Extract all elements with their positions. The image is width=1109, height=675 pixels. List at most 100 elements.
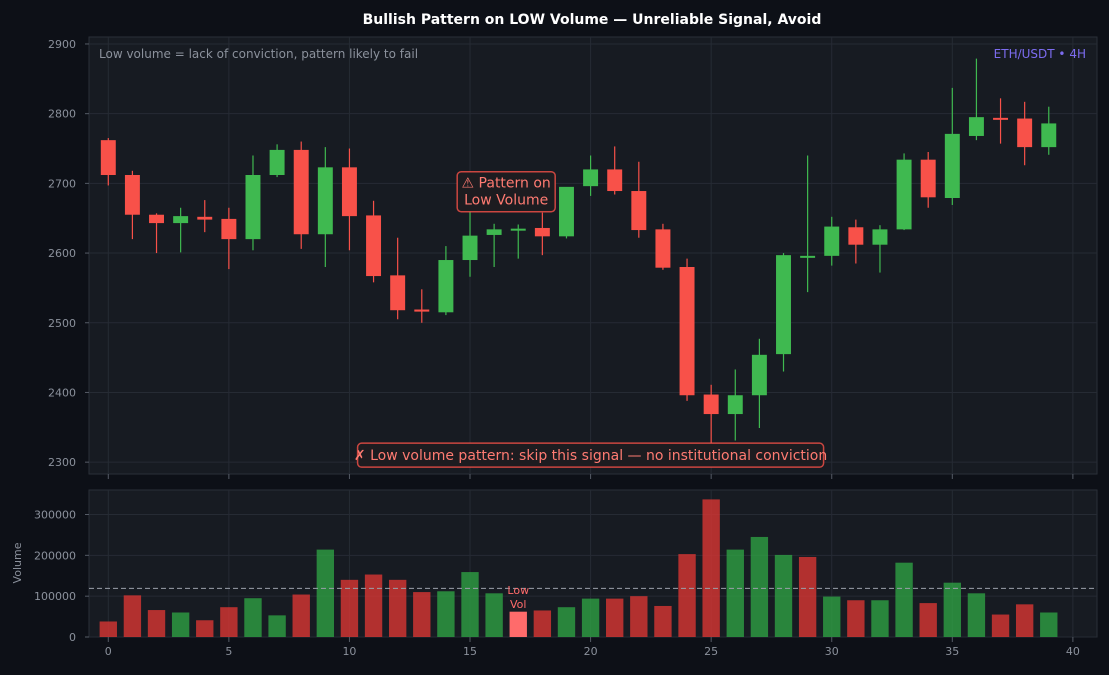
candle-body <box>848 227 864 245</box>
volume-bar <box>750 536 769 637</box>
volume-bar <box>871 600 889 637</box>
candle-body <box>944 133 960 198</box>
candle-body <box>776 255 791 355</box>
volume-bar <box>678 554 696 637</box>
volume-bar <box>919 603 937 637</box>
volume-bar <box>316 549 335 637</box>
candle-body <box>221 218 237 240</box>
volume-bar <box>1040 612 1058 637</box>
volume-bar <box>991 614 1010 637</box>
candle-body <box>366 215 382 277</box>
warning-annotation-text: ✗ Low volume pattern: skip this signal —… <box>354 448 827 464</box>
volume-bar <box>967 593 986 637</box>
candle-body <box>1017 118 1033 148</box>
candle-body <box>727 395 743 415</box>
price-tick-label: 2700 <box>48 177 76 190</box>
candle-body <box>655 229 671 268</box>
candle-body <box>679 267 695 396</box>
candle-body <box>534 227 550 237</box>
candle-body <box>993 117 1009 120</box>
candle-body <box>920 159 936 198</box>
volume-axis-label: Volume <box>11 542 24 583</box>
candle-body <box>703 394 719 415</box>
volume-bar <box>461 572 479 637</box>
chart-subtitle: Low volume = lack of conviction, pattern… <box>99 47 418 61</box>
x-tick-label: 30 <box>825 645 839 658</box>
low-volume-label: Low <box>507 584 529 597</box>
candle-body <box>896 159 912 230</box>
volume-bar <box>509 611 527 637</box>
volume-tick-label: 0 <box>69 631 76 644</box>
pattern-annotation-box <box>456 170 556 213</box>
candle-body <box>607 169 623 192</box>
candle-body <box>462 235 478 261</box>
volume-bar <box>437 591 455 637</box>
x-tick-label: 20 <box>584 645 598 658</box>
volume-bar <box>244 598 262 637</box>
volume-bar <box>364 574 383 637</box>
price-tick-label: 2300 <box>48 456 76 469</box>
x-tick-label: 40 <box>1066 645 1080 658</box>
x-tick-label: 15 <box>463 645 477 658</box>
price-tick-label: 2600 <box>48 247 76 260</box>
volume-bar <box>581 598 600 637</box>
volume-bar <box>413 592 431 637</box>
candle-body <box>197 216 213 220</box>
candle-body <box>583 169 599 187</box>
volume-bar <box>895 562 913 637</box>
pattern-annotation-text: ⚠ Pattern on <box>462 176 551 192</box>
volume-bar <box>823 596 841 637</box>
candle-body <box>1041 123 1057 148</box>
candle-body <box>558 186 574 237</box>
candle-body <box>751 354 767 396</box>
symbol-label: ETH/USDT • 4H <box>994 47 1086 61</box>
volume-bar <box>268 615 286 637</box>
candle-body <box>390 275 406 311</box>
volume-bar <box>533 610 552 637</box>
candle-body <box>341 167 357 217</box>
x-tick-label: 5 <box>225 645 232 658</box>
chart-title: Bullish Pattern on LOW Volume — Unreliab… <box>363 12 822 28</box>
volume-bar <box>943 582 961 637</box>
x-tick-label: 25 <box>704 645 718 658</box>
volume-bar <box>654 605 672 637</box>
volume-bar <box>171 612 190 637</box>
price-tick-label: 2500 <box>48 317 76 330</box>
x-tick-label: 10 <box>342 645 356 658</box>
price-tick-label: 2800 <box>48 108 76 121</box>
x-tick-label: 35 <box>945 645 959 658</box>
volume-bar <box>726 549 744 637</box>
volume-tick-label: 200000 <box>34 549 76 562</box>
candle-body <box>124 175 140 215</box>
candle-body <box>872 229 888 245</box>
candle-body <box>317 167 333 235</box>
volume-bar <box>606 598 624 637</box>
candle-body <box>173 216 189 224</box>
volume-bar <box>847 600 865 637</box>
candle-body <box>438 260 454 313</box>
price-tick-label: 2400 <box>48 386 76 399</box>
volume-bar <box>798 556 817 637</box>
volume-bar <box>123 595 142 637</box>
price-panel: 2300 2400 2500 2600 2700 2800 2900 Low volume … <box>48 36 1098 479</box>
price-tick-label: 2900 <box>48 38 76 51</box>
candle-body <box>293 149 309 235</box>
candle-body <box>968 117 984 136</box>
volume-bar <box>340 579 359 637</box>
volume-bar <box>702 499 720 637</box>
candle-body <box>269 149 285 175</box>
candle-body <box>149 214 164 224</box>
candle-body <box>245 175 261 240</box>
volume-bar <box>99 621 117 637</box>
candle-body <box>800 255 816 258</box>
candle-body <box>100 140 116 175</box>
candle-body <box>486 229 502 235</box>
price-panel-bg <box>88 36 1098 475</box>
volume-panel: 0 100000 200000 300000 0 5 10 15 20 25 30 35 40 Low… <box>11 489 1098 658</box>
volume-bar <box>388 579 407 637</box>
candle-body <box>824 226 840 256</box>
volume-tick-label: 100000 <box>34 590 76 603</box>
volume-bar <box>485 593 503 637</box>
candle-body <box>510 228 526 231</box>
